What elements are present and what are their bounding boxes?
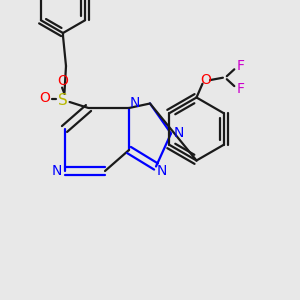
Text: N: N <box>156 164 167 178</box>
Text: O: O <box>58 74 68 88</box>
Text: O: O <box>40 91 50 105</box>
Text: O: O <box>200 73 211 87</box>
Text: N: N <box>173 127 184 140</box>
Text: F: F <box>236 82 244 96</box>
Text: N: N <box>129 96 140 110</box>
Text: F: F <box>236 59 244 73</box>
Text: S: S <box>58 93 68 108</box>
Text: N: N <box>52 164 62 178</box>
